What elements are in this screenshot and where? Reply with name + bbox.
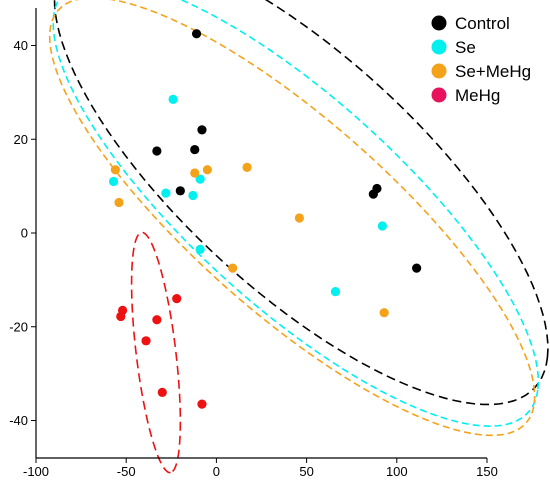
point-mehg [157,387,167,397]
point-mehg [141,336,151,346]
y-tick-label: -20 [9,319,28,334]
legend: Control Se Se+MeHg MeHg [431,14,531,105]
point-control [412,263,422,273]
point-se [195,244,205,255]
y-tick-label: 20 [14,132,28,147]
legend-marker-se [431,39,447,55]
legend-marker-control [431,15,447,31]
y-axis-ticks: -40 -20 0 20 40 [9,38,36,428]
data-points [108,29,422,409]
point-se [377,221,387,231]
point-se [161,188,171,198]
ellipse-se-mehg [48,0,536,437]
ellipse-mehg [130,231,182,474]
legend-label-mehg: MeHg [455,86,500,105]
point-control [191,29,202,39]
point-mehg [197,399,207,409]
point-se-mehg [379,308,389,318]
point-se [188,190,198,201]
point-se-mehg [114,197,124,208]
point-se [195,174,205,184]
point-se-mehg [110,165,120,175]
legend-label-se: Se [455,38,476,57]
y-tick-label: 0 [21,226,28,241]
x-tick-label: -100 [23,464,49,479]
y-tick-label: 40 [14,38,28,53]
point-se-mehg [228,263,238,273]
point-mehg [152,315,162,325]
point-se [108,176,119,187]
point-control [190,144,200,155]
x-tick-label: -50 [117,464,136,479]
point-se [330,286,341,297]
point-control [368,189,378,199]
axes: -100 -50 0 50 100 150 -40 -20 0 20 40 [9,8,498,479]
point-se-mehg [242,162,252,172]
point-se-mehg [294,213,304,223]
x-axis-ticks: -100 -50 0 50 100 150 [23,458,498,479]
point-se-mehg [202,165,212,175]
point-control [175,186,185,196]
point-se-mehg [190,168,200,178]
point-control [197,125,207,135]
legend-marker-se-mehg [431,63,447,79]
x-tick-label: 50 [299,464,313,479]
x-tick-label: 150 [476,464,498,479]
confidence-ellipses [48,0,549,474]
legend-marker-mehg [431,87,447,103]
x-tick-label: 0 [213,464,220,479]
legend-label-se-mehg: Se+MeHg [455,62,531,81]
y-tick-label: -40 [9,413,28,428]
point-se [168,94,178,105]
ellipse-control [53,0,549,406]
point-control [152,146,162,156]
point-mehg [172,294,182,304]
x-tick-label: 100 [386,464,408,479]
legend-label-control: Control [455,14,510,33]
point-mehg [116,311,126,322]
